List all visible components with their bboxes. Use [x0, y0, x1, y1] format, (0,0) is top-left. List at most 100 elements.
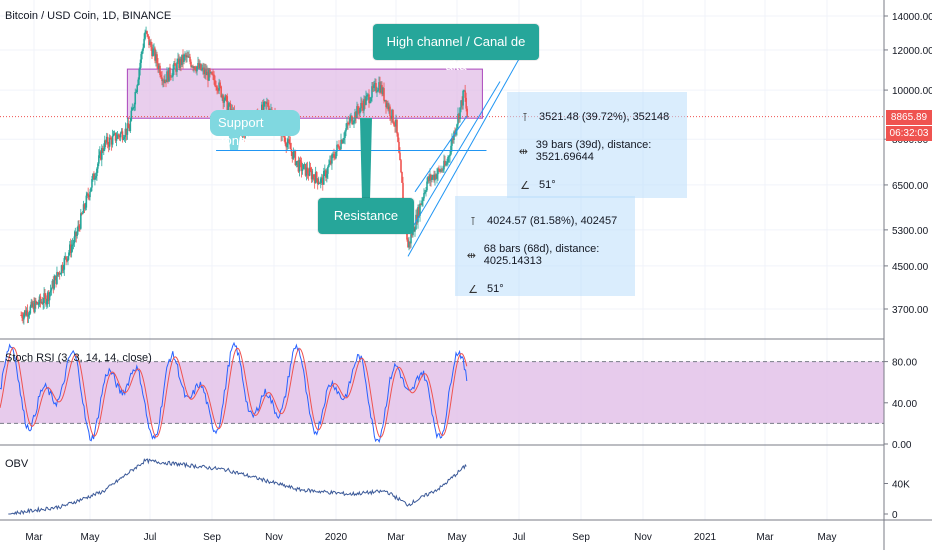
candle-body — [147, 34, 149, 37]
candle-body — [297, 160, 300, 172]
price-tick-label: 14000.00 — [892, 12, 932, 23]
candle-body — [438, 168, 440, 170]
candle-body — [332, 154, 334, 156]
support-zone-callout[interactable]: Support zone — [210, 110, 300, 148]
measure-2-angle-row: ∠ 51° — [465, 272, 625, 306]
candle-body — [166, 71, 168, 83]
candle-body — [437, 168, 439, 175]
candle-body — [457, 113, 459, 125]
high-channel-callout[interactable]: High channel / Canal de alta — [373, 24, 539, 73]
candle-body — [303, 163, 306, 165]
candle-body — [112, 133, 115, 136]
candle-body — [96, 168, 98, 177]
candle-body — [142, 47, 144, 51]
candle-body — [429, 174, 431, 181]
angle-icon: ∠ — [520, 179, 530, 192]
candle-body — [381, 85, 383, 95]
candle-body — [302, 164, 305, 170]
candle-body — [380, 85, 382, 93]
measure-box-2[interactable]: ⊺ 4024.57 (81.58%), 402457 ⇹ 68 bars (68… — [455, 196, 635, 296]
candle-body — [189, 56, 191, 62]
candle-body — [181, 54, 183, 65]
candle-body — [407, 239, 409, 248]
candle-body — [161, 77, 163, 82]
candle-body — [425, 190, 427, 193]
candle-body — [92, 173, 94, 180]
measure-2-bars-text: 68 bars (68d), distance: 4025.14313 — [483, 243, 600, 267]
candle-body — [286, 143, 289, 148]
candle-body — [268, 105, 270, 112]
candle-body — [348, 123, 350, 125]
candle-body — [180, 58, 182, 65]
candle-body — [453, 131, 455, 141]
price-tick-label: 3700.00 — [892, 305, 929, 316]
candle-body — [411, 234, 413, 236]
candle-body — [390, 116, 392, 120]
candle-body — [129, 120, 132, 132]
candle-body — [118, 135, 121, 138]
candle-body — [426, 181, 428, 191]
candle-body — [413, 227, 415, 232]
candle-body — [122, 138, 125, 140]
candle-body — [319, 178, 322, 183]
resistance-zone-callout[interactable]: Resistance zone — [318, 198, 414, 247]
candle-body — [139, 62, 141, 70]
candle-body — [334, 157, 336, 159]
candle-body — [307, 173, 310, 176]
candle-body — [74, 231, 77, 237]
candle-body — [91, 179, 93, 188]
candle-body — [378, 82, 380, 91]
resistance-zone-layer — [126, 68, 483, 119]
candle-body — [267, 102, 269, 106]
candle-body — [410, 234, 412, 244]
candle-body — [416, 214, 418, 223]
candle-body — [63, 258, 66, 270]
candle-body — [422, 198, 424, 201]
candle-body — [371, 86, 373, 98]
candle-body — [38, 296, 41, 305]
measure-box-1[interactable]: ⊺ 3521.48 (39.72%), 352148 ⇹ 39 bars (39… — [507, 92, 687, 198]
candle-body — [82, 204, 85, 214]
candle-body — [344, 131, 346, 138]
candle-body — [24, 310, 26, 315]
candle-body — [59, 273, 62, 275]
candle-body — [464, 90, 466, 98]
candle-body — [395, 119, 397, 127]
candle-body — [291, 151, 294, 159]
time-tick-label: 2021 — [694, 532, 717, 543]
candle-body — [331, 154, 333, 164]
candle-body — [206, 71, 208, 76]
candle-body — [228, 103, 231, 106]
stoch-rsi-tick-label: 40.00 — [892, 399, 917, 410]
candle-body — [221, 95, 223, 97]
candle-body — [428, 176, 430, 181]
candle-body — [210, 72, 212, 74]
candle-body — [382, 88, 384, 95]
candle-body — [320, 177, 323, 179]
candle-body — [148, 36, 150, 46]
candle-body — [197, 63, 199, 67]
candle-body — [427, 176, 429, 182]
candle-body — [365, 96, 367, 105]
candle-body — [119, 133, 122, 138]
candle-body — [194, 66, 196, 70]
candle-body — [298, 159, 301, 172]
candle-body — [209, 69, 211, 74]
candle-body — [39, 296, 42, 302]
candle-body — [35, 300, 37, 304]
candle-body — [355, 112, 357, 118]
candle-body — [45, 295, 47, 305]
candle-body — [327, 166, 329, 174]
chart-title: Bitcoin / USD Coin, 1D, BINANCE — [5, 10, 172, 22]
candle-body — [402, 182, 404, 201]
candle-body — [174, 63, 176, 66]
candle-body — [152, 49, 154, 57]
candle-body — [214, 80, 216, 87]
candle-body — [131, 108, 134, 111]
candle-body — [418, 207, 420, 216]
candle-body — [162, 80, 164, 82]
candle-body — [138, 69, 140, 80]
candle-body — [465, 97, 467, 109]
candle-body — [100, 151, 102, 160]
